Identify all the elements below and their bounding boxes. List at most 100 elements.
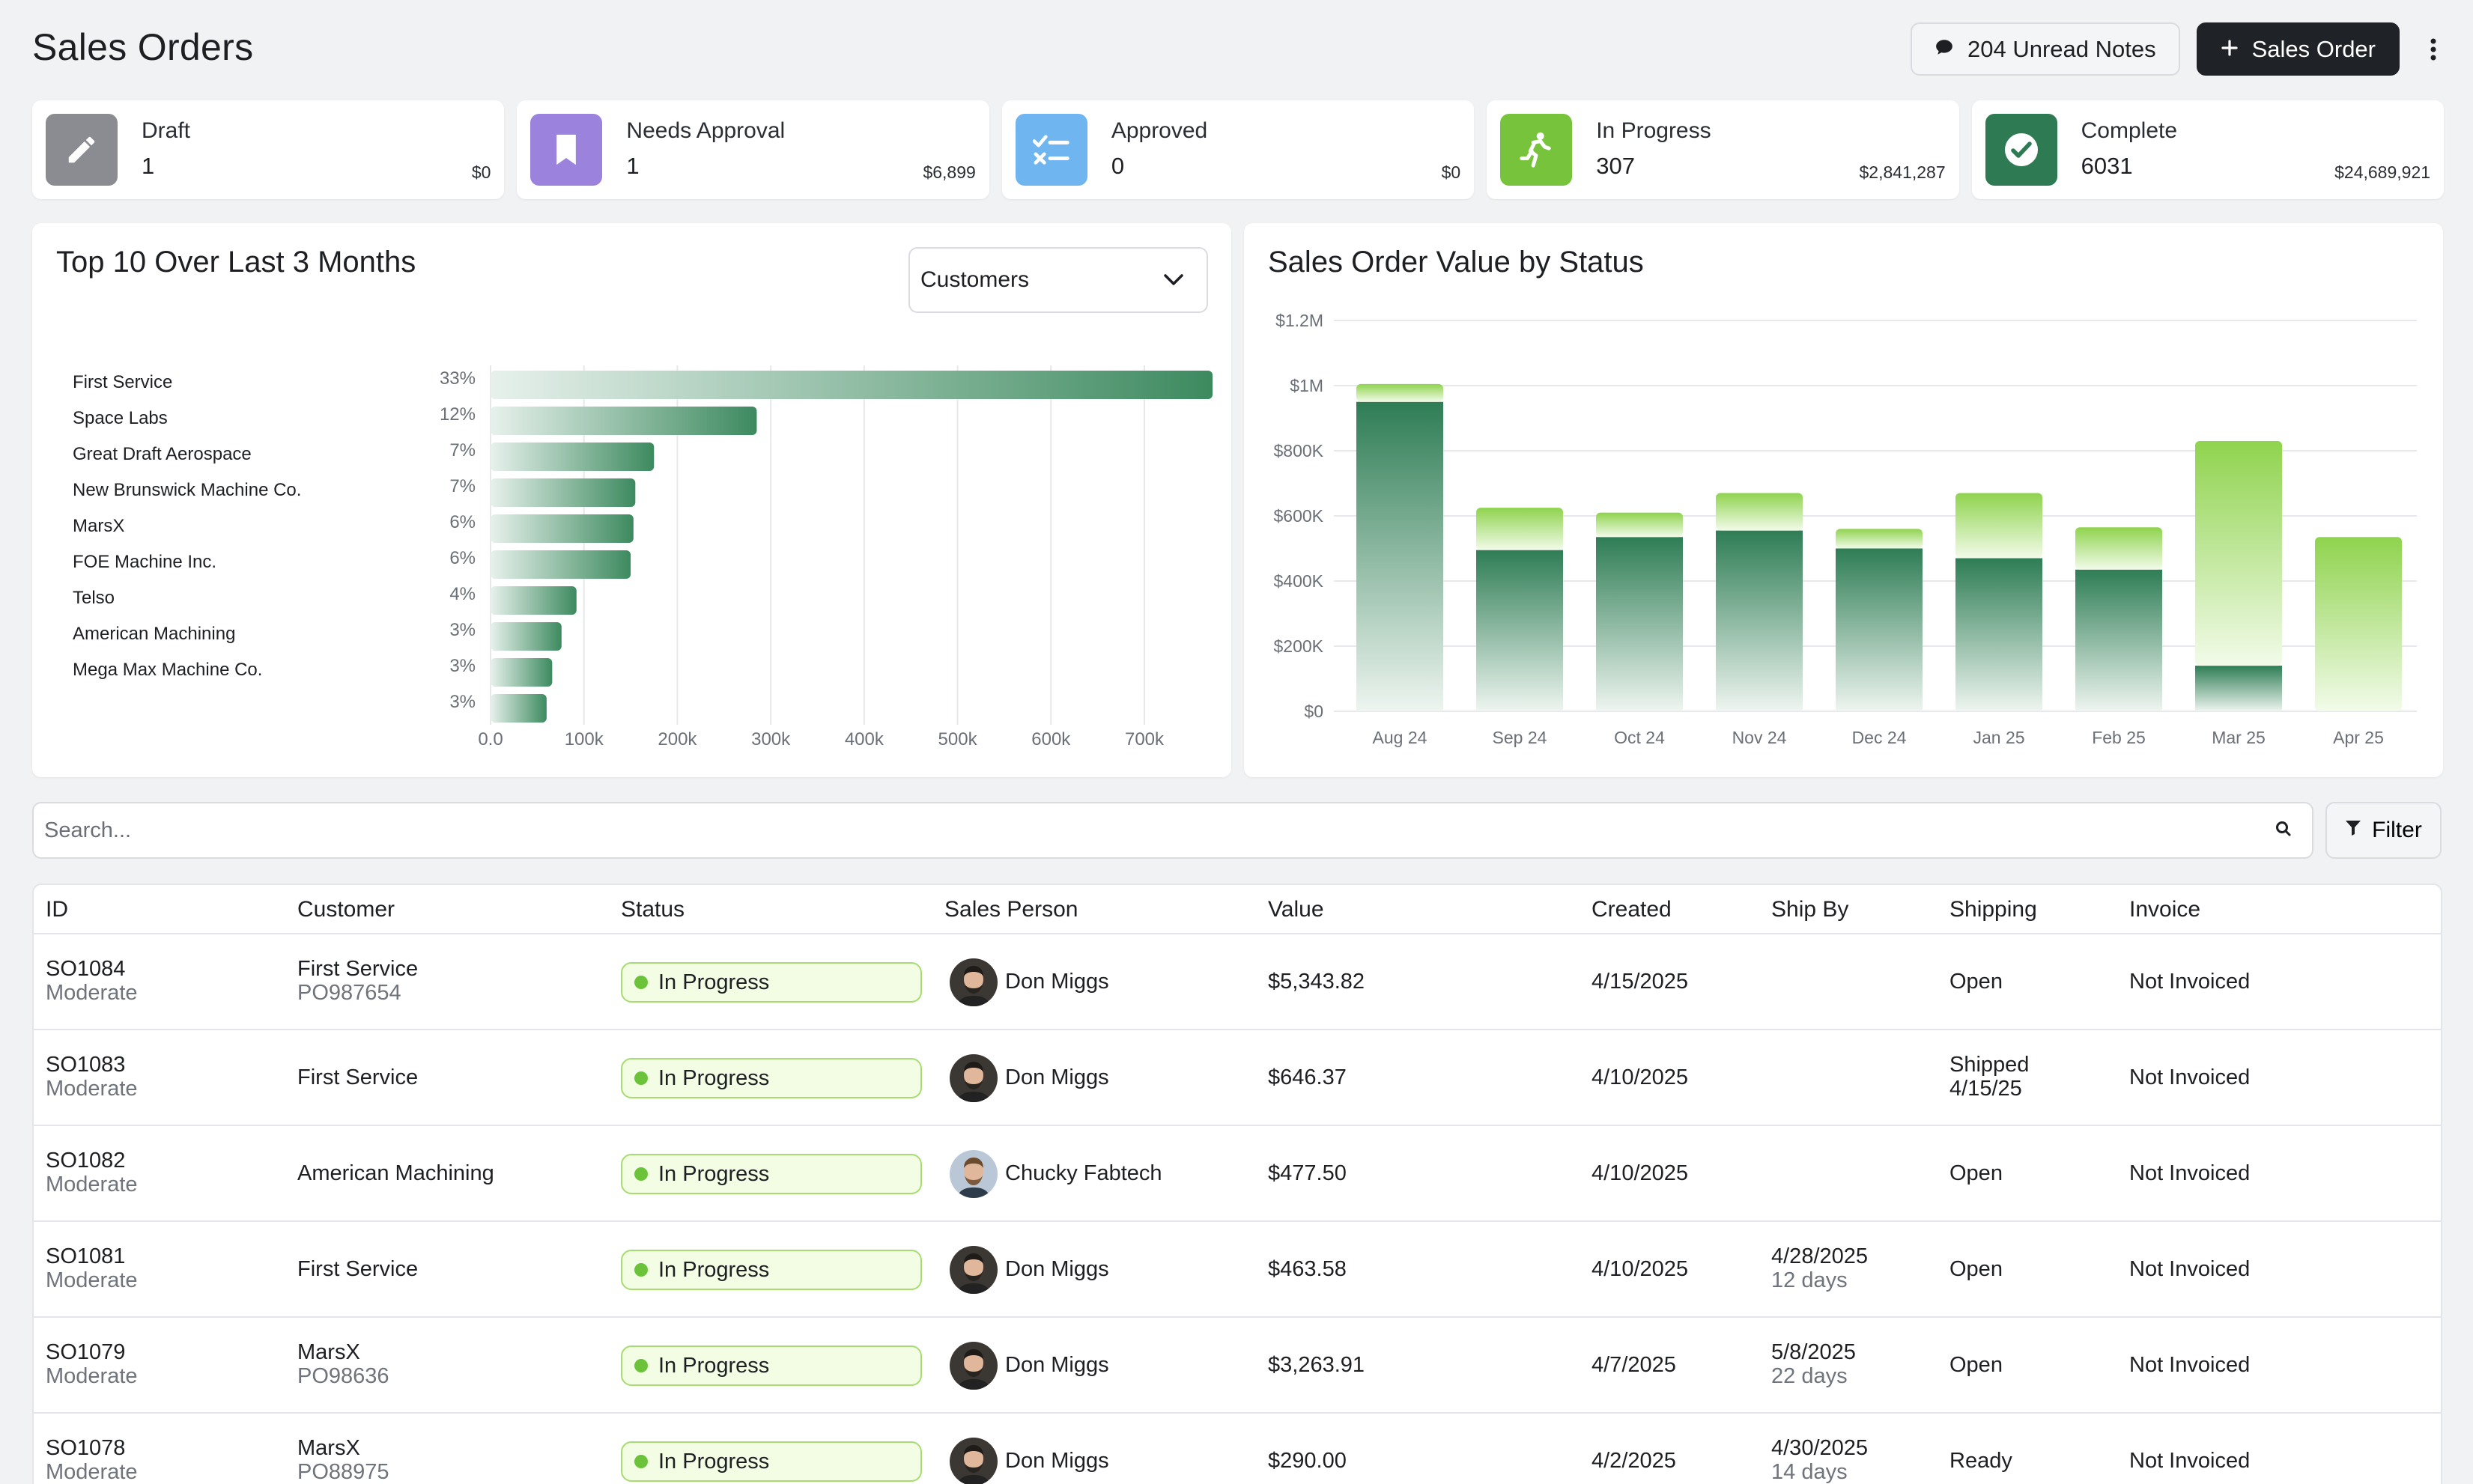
status-card-label: Approved [1111, 118, 1208, 143]
table-row[interactable]: SO1083 Moderate First Service In Progress Do… [34, 1030, 2441, 1126]
new-sales-order-button[interactable]: Sales Order [2196, 22, 2400, 76]
created-date: 4/2/2025 [1591, 1449, 1676, 1473]
table-row[interactable]: SO1079 Moderate MarsX PO98636 In Progress Don… [34, 1318, 2441, 1414]
column-header-status[interactable]: Status [621, 897, 685, 922]
x-tick-label: Feb 25 [2092, 728, 2146, 747]
search-icon[interactable] [2275, 820, 2293, 842]
bar-segment-light [1836, 529, 1923, 549]
status-card-complete[interactable]: Complete 6031 $24,689,921 [1971, 100, 2445, 199]
filter-icon [2345, 818, 2361, 843]
order-id[interactable]: SO1083 [46, 1053, 126, 1077]
order-priority: Moderate [46, 1268, 138, 1292]
table-row[interactable]: SO1078 Moderate MarsX PO88975 In Progress Don… [34, 1414, 2441, 1484]
unread-notes-button[interactable]: 204 Unread Notes [1910, 22, 2180, 76]
bar-segment-dark [1476, 550, 1563, 711]
table-header: ID Customer Status Sales Person Value Cr… [34, 885, 2441, 934]
y-tick-label: $400K [1273, 571, 1323, 591]
status-card-label: In Progress [1596, 118, 1711, 143]
more-options-icon[interactable] [2416, 22, 2451, 76]
x-tick-label: 300k [751, 729, 791, 749]
invoice-status: Not Invoiced [2129, 1449, 2251, 1473]
column-header-ship-by[interactable]: Ship By [1771, 897, 1849, 922]
bar-percent-label: 6% [449, 548, 476, 568]
column-header-created[interactable]: Created [1591, 897, 1672, 922]
top10-category-select[interactable]: Customers [908, 247, 1208, 313]
x-tick-label: 100k [565, 729, 604, 749]
y-tick-label: $200K [1273, 636, 1323, 656]
status-dot [634, 1167, 648, 1181]
table-row[interactable]: SO1084 Moderate First Service PO987654 In Pr… [34, 934, 2441, 1030]
status-card-in-progress[interactable]: In Progress 307 $2,841,287 [1487, 100, 1959, 199]
running-icon [1500, 114, 1573, 186]
x-tick-label: 200k [658, 729, 697, 749]
column-header-sales-person[interactable]: Sales Person [944, 897, 1078, 922]
ship-by-date: 5/8/2025 [1771, 1340, 1856, 1364]
category-label: MarsX [73, 516, 124, 536]
status-label: In Progress [658, 970, 770, 994]
filter-label: Filter [2372, 818, 2422, 842]
invoice-status: Not Invoiced [2129, 1065, 2251, 1089]
customer-name: First Service [297, 1257, 419, 1281]
column-header-invoice[interactable]: Invoice [2129, 897, 2201, 922]
customer-name: First Service [297, 957, 419, 981]
status-badge: In Progress [621, 962, 922, 1003]
x-tick-label: 0.0 [478, 729, 503, 749]
table-row[interactable]: SO1081 Moderate First Service In Progress Do… [34, 1222, 2441, 1318]
category-label: New Brunswick Machine Co. [73, 480, 301, 500]
bar [491, 658, 553, 687]
status-card-amount: $6,899 [923, 162, 976, 182]
sales-orders-table: ID Customer Status Sales Person Value Cr… [32, 884, 2442, 1484]
column-header-customer[interactable]: Customer [297, 897, 395, 922]
sales-person-name: Don Miggs [1005, 1449, 1109, 1473]
status-card-amount: $0 [1441, 162, 1461, 182]
top10-category-value: Customers [920, 267, 1030, 292]
order-id[interactable]: SO1079 [46, 1340, 126, 1364]
status-card-approved[interactable]: Approved 0 $0 [1001, 100, 1475, 199]
order-id[interactable]: SO1082 [46, 1149, 126, 1173]
bar-segment-dark [2195, 666, 2282, 711]
status-card-amount: $0 [471, 162, 491, 182]
plus-icon [2221, 36, 2239, 63]
search-input[interactable] [44, 818, 2216, 843]
bar-segment-dark [1596, 537, 1683, 711]
status-dot [634, 1455, 648, 1468]
order-id[interactable]: SO1084 [46, 957, 126, 981]
bar-segment-dark [1716, 530, 1803, 711]
status-card-label: Draft [142, 118, 191, 143]
category-label: Telso [73, 588, 115, 608]
status-dot [634, 976, 648, 989]
avatar [950, 958, 998, 1006]
bar-percent-label: 33% [440, 368, 476, 389]
category-label: American Machining [73, 624, 235, 644]
bar-percent-label: 4% [449, 584, 476, 604]
status-badge: In Progress [621, 1250, 922, 1290]
shipping-status: Ready [1949, 1449, 2012, 1473]
x-tick-label: Mar 25 [2212, 728, 2266, 747]
bar [491, 371, 1213, 399]
x-tick-label: 700k [1125, 729, 1165, 749]
order-priority: Moderate [46, 1077, 138, 1101]
status-card-needs-approval[interactable]: Needs Approval 1 $6,899 [517, 100, 989, 199]
ship-by-date: 4/28/2025 [1771, 1244, 1869, 1268]
bar [491, 478, 636, 507]
column-header-value[interactable]: Value [1268, 897, 1324, 922]
status-label: In Progress [658, 1257, 770, 1282]
table-row[interactable]: SO1082 Moderate American Machining In Progr… [34, 1126, 2441, 1222]
chevron-down-icon [1163, 267, 1184, 293]
page-title: Sales Orders [32, 26, 254, 68]
status-label: In Progress [658, 1353, 770, 1378]
status-card-draft[interactable]: Draft 1 $0 [32, 100, 505, 199]
header-actions: 204 Unread Notes Sales Order [1910, 22, 2451, 76]
bar [491, 622, 562, 651]
bar-segment-light [2075, 527, 2162, 570]
column-header-id[interactable]: ID [46, 897, 68, 922]
bar [491, 407, 757, 435]
column-header-shipping[interactable]: Shipping [1949, 897, 2037, 922]
category-label: Space Labs [73, 408, 168, 428]
order-id[interactable]: SO1081 [46, 1244, 126, 1268]
filter-button[interactable]: Filter [2325, 802, 2442, 859]
order-id[interactable]: SO1078 [46, 1436, 126, 1460]
sales-person-name: Don Miggs [1005, 1065, 1109, 1089]
status-card-count: 6031 [2081, 153, 2133, 179]
category-label: FOE Machine Inc. [73, 552, 216, 572]
